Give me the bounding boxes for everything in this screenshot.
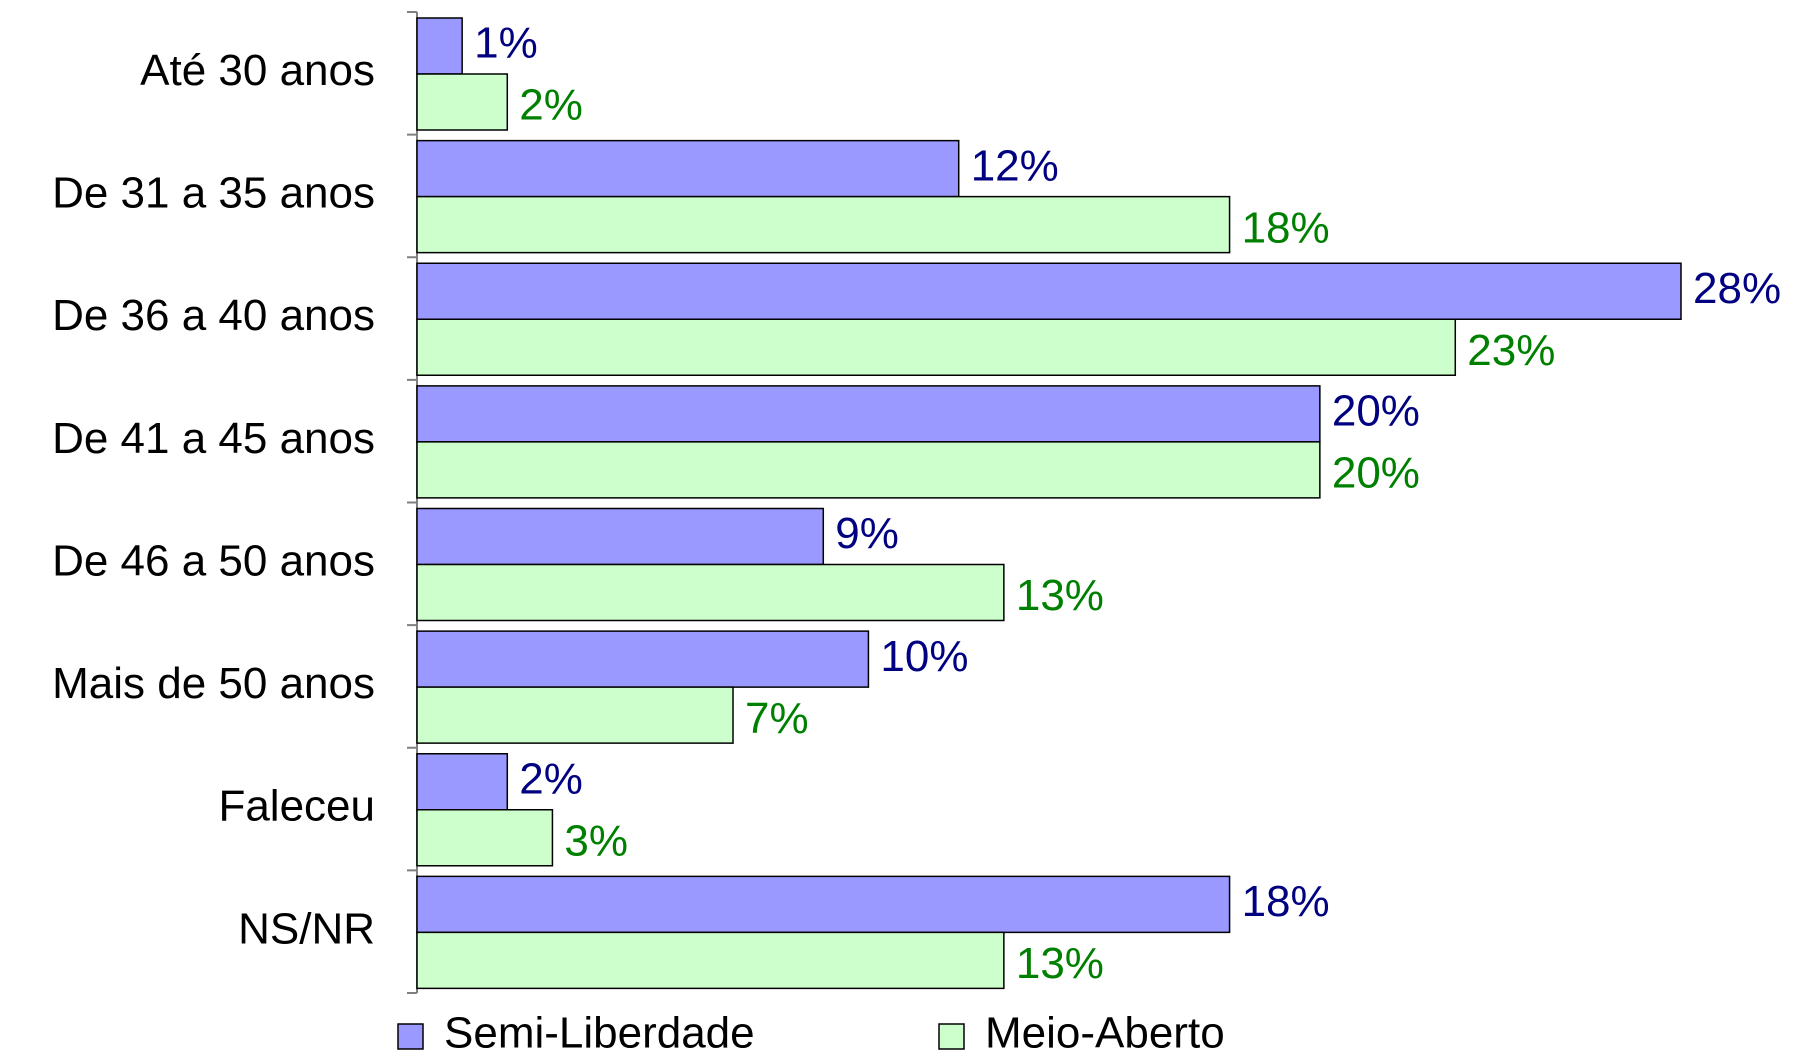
category-label: Até 30 anos	[140, 46, 375, 95]
bar	[416, 507, 825, 566]
bar	[416, 753, 509, 811]
bar	[416, 630, 870, 688]
legend-swatch	[938, 1023, 965, 1050]
bar	[416, 875, 1231, 934]
data-label: 12%	[971, 141, 1059, 190]
data-label: 3%	[564, 816, 628, 865]
data-label: 20%	[1332, 387, 1420, 436]
data-label: 7%	[745, 694, 809, 743]
data-label: 23%	[1467, 326, 1555, 375]
legend-label: Semi-Liberdade	[444, 1009, 755, 1058]
category-label: De 41 a 45 anos	[52, 414, 375, 463]
bar	[416, 686, 734, 744]
bar	[416, 809, 554, 867]
legend-label: Meio-Aberto	[985, 1009, 1225, 1058]
bar	[416, 17, 463, 75]
bar	[416, 441, 1321, 499]
data-label: 18%	[1242, 203, 1330, 252]
bar	[416, 139, 960, 198]
bar	[416, 195, 1231, 254]
data-label: 20%	[1332, 449, 1420, 498]
category-label: Faleceu	[218, 782, 375, 831]
data-label: 13%	[1016, 939, 1104, 988]
category-label: NS/NR	[238, 904, 375, 953]
bar	[416, 262, 1682, 320]
data-label: 2%	[519, 754, 583, 803]
bar	[416, 318, 1457, 376]
data-label: 9%	[835, 509, 899, 558]
bar	[416, 931, 1005, 990]
category-label: De 36 a 40 anos	[52, 291, 375, 340]
category-label: De 31 a 35 anos	[52, 169, 375, 218]
data-label: 13%	[1016, 571, 1104, 620]
data-label: 2%	[519, 81, 583, 130]
legend-swatch	[397, 1023, 424, 1050]
data-label: 1%	[474, 19, 538, 68]
category-label: Mais de 50 anos	[52, 659, 375, 708]
data-label: 10%	[880, 632, 968, 681]
category-label: De 46 a 50 anos	[52, 536, 375, 585]
bar	[416, 563, 1005, 622]
bar	[416, 73, 509, 131]
data-label: 28%	[1693, 264, 1781, 313]
bar	[416, 385, 1321, 443]
data-label: 18%	[1242, 877, 1330, 926]
